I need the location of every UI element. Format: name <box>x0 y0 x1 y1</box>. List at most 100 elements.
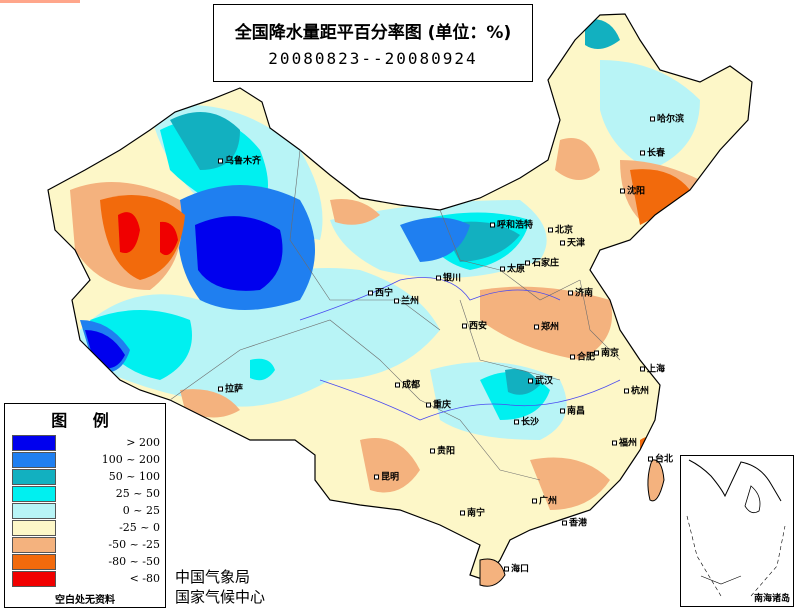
city-label: 拉萨 <box>218 382 243 395</box>
city-label: 太原 <box>500 262 525 275</box>
legend-range-label: 100 ~ 200 <box>101 453 160 466</box>
legend-item: > 200 <box>12 435 160 451</box>
city-label: 北京 <box>548 223 573 236</box>
legend-range-label: 25 ~ 50 <box>115 487 160 500</box>
inset-map <box>686 459 786 597</box>
city-dot-icon <box>548 227 553 233</box>
city-dot-icon <box>430 448 435 454</box>
city-dot-icon <box>514 419 519 425</box>
city-dot-icon <box>532 498 537 504</box>
city-dot-icon <box>560 408 565 414</box>
city-label: 南昌 <box>560 404 585 417</box>
inset-label: 南海诸岛 <box>753 594 790 604</box>
city-dot-icon <box>528 378 533 384</box>
city-label: 海口 <box>504 562 529 575</box>
city-dot-icon <box>436 275 441 281</box>
legend-swatch <box>12 537 56 553</box>
legend-panel: 图 例 > 200 100 ~ 200 50 ~ 100 25 ~ 50 0 ~… <box>4 403 166 608</box>
city-label: 福州 <box>612 436 637 449</box>
legend-item: 100 ~ 200 <box>12 452 160 468</box>
legend-item: -25 ~ 0 <box>12 520 160 536</box>
city-dot-icon <box>620 188 625 194</box>
city-dot-icon <box>562 520 567 526</box>
legend-range-label: 0 ~ 25 <box>122 504 160 517</box>
city-label: 武汉 <box>528 374 553 387</box>
city-label: 西宁 <box>368 286 393 299</box>
city-dot-icon <box>490 222 495 228</box>
city-label: 香港 <box>562 516 587 529</box>
legend-swatch <box>12 435 56 451</box>
city-dot-icon <box>624 388 629 394</box>
legend-swatch <box>12 571 56 587</box>
city-dot-icon <box>218 386 223 392</box>
city-dot-icon <box>650 116 655 122</box>
legend-swatch <box>12 469 56 485</box>
city-dot-icon <box>525 260 530 266</box>
city-dot-icon <box>648 456 653 462</box>
city-label: 西安 <box>462 319 487 332</box>
legend-range-label: -25 ~ 0 <box>119 521 160 534</box>
city-dot-icon <box>426 402 431 408</box>
legend-item: < -80 <box>12 571 160 587</box>
legend-item: 25 ~ 50 <box>12 486 160 502</box>
legend-range-label: > 200 <box>126 436 160 449</box>
city-label: 乌鲁木齐 <box>218 154 261 167</box>
legend-range-label: 50 ~ 100 <box>108 470 160 483</box>
city-dot-icon <box>368 290 373 296</box>
city-dot-icon <box>594 350 599 356</box>
city-dot-icon <box>394 298 399 304</box>
map-title: 全国降水量距平百分率图 (单位：%) <box>234 23 512 43</box>
top-edge-mark <box>0 0 80 3</box>
city-label: 哈尔滨 <box>650 112 684 125</box>
city-dot-icon <box>462 323 467 329</box>
city-dot-icon <box>500 266 505 272</box>
legend-swatch <box>12 554 56 570</box>
city-label: 天津 <box>560 236 585 249</box>
city-label: 石家庄 <box>525 256 559 269</box>
city-label: 贵阳 <box>430 444 455 457</box>
city-label: 合肥 <box>570 350 595 363</box>
legend-swatch <box>12 486 56 502</box>
city-label: 呼和浩特 <box>490 218 533 231</box>
city-label: 郑州 <box>534 320 559 333</box>
city-dot-icon <box>374 474 379 480</box>
city-label: 上海 <box>640 362 665 375</box>
city-dot-icon <box>612 440 617 446</box>
city-dot-icon <box>568 290 573 296</box>
city-dot-icon <box>504 566 509 572</box>
city-label: 台北 <box>648 452 673 465</box>
city-label: 沈阳 <box>620 184 645 197</box>
city-label: 南京 <box>594 346 619 359</box>
legend-swatch <box>12 503 56 519</box>
legend-title: 图 例 <box>51 411 119 430</box>
legend-item: -80 ~ -50 <box>12 554 160 570</box>
city-dot-icon <box>395 382 400 388</box>
city-label: 成都 <box>395 378 420 391</box>
south-china-sea-inset: 南海诸岛 <box>680 455 794 607</box>
city-label: 杭州 <box>624 384 649 397</box>
city-label: 长沙 <box>514 415 539 428</box>
city-dot-icon <box>218 158 223 164</box>
city-label: 广州 <box>532 494 557 507</box>
agency-name: 中国气象局 <box>175 568 251 586</box>
city-label: 银川 <box>436 271 461 284</box>
legend-item: 0 ~ 25 <box>12 503 160 519</box>
map-title-box: 全国降水量距平百分率图 (单位：%) 20080823--20080924 <box>213 4 533 82</box>
legend-swatch <box>12 452 56 468</box>
legend-item: 50 ~ 100 <box>12 469 160 485</box>
city-label: 重庆 <box>426 398 451 411</box>
agency-center-name: 国家气候中心 <box>175 588 266 606</box>
city-dot-icon <box>534 324 539 330</box>
city-label: 兰州 <box>394 294 419 307</box>
city-dot-icon <box>640 366 645 372</box>
city-label: 济南 <box>568 286 593 299</box>
legend-range-label: -80 ~ -50 <box>108 555 160 568</box>
legend-range-label: < -80 <box>129 572 160 585</box>
city-label: 南宁 <box>460 506 485 519</box>
city-dot-icon <box>640 150 645 156</box>
legend-range-label: -50 ~ -25 <box>108 538 160 551</box>
city-label: 昆明 <box>374 470 399 483</box>
city-dot-icon <box>560 240 565 246</box>
legend-item: -50 ~ -25 <box>12 537 160 553</box>
city-label: 长春 <box>640 146 665 159</box>
